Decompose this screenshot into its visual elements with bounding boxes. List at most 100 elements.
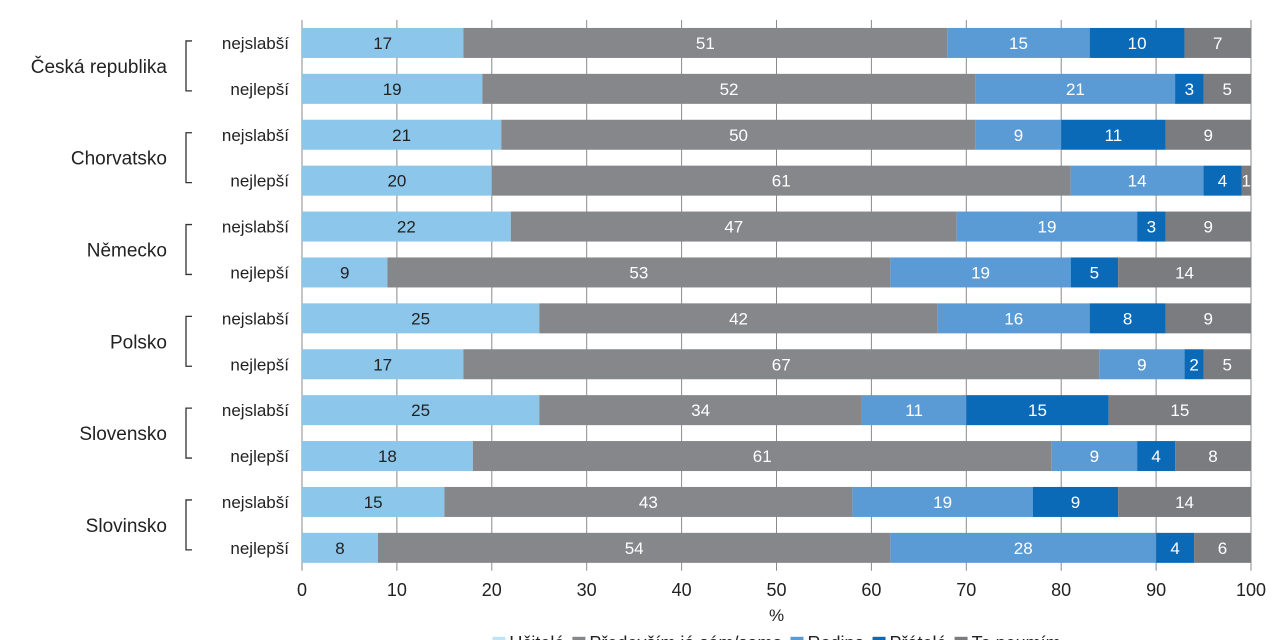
bar-segment xyxy=(501,119,976,150)
data-label: 47 xyxy=(724,218,743,237)
data-label: 17 xyxy=(373,34,392,53)
x-tick-label: 80 xyxy=(1051,580,1071,600)
data-label: 17 xyxy=(373,355,392,374)
x-tick-label: 30 xyxy=(577,580,597,600)
country-label: Slovinsko xyxy=(86,516,167,537)
bar-segment xyxy=(387,257,891,288)
data-label: 15 xyxy=(1009,34,1028,53)
data-label: 9 xyxy=(1071,493,1080,512)
bar-segment xyxy=(890,257,1071,288)
country-label: Česká republika xyxy=(31,56,168,78)
data-label: 67 xyxy=(772,355,791,374)
row-label: nejlepší xyxy=(230,172,289,191)
bar-segment xyxy=(1099,349,1185,380)
x-axis-title: % xyxy=(769,606,784,625)
data-label: 54 xyxy=(625,539,644,558)
legend-label: Učitelé xyxy=(509,633,564,640)
legend-label: Především já sám/sama xyxy=(589,633,783,640)
data-label: 61 xyxy=(772,172,791,191)
row-label: nejlepší xyxy=(230,80,289,99)
legend-label: To neumím xyxy=(972,633,1061,640)
bar-segment xyxy=(302,165,492,196)
bar-segment xyxy=(1070,257,1119,288)
data-label: 8 xyxy=(1123,309,1132,328)
bar-segment xyxy=(302,27,464,58)
data-label: 3 xyxy=(1147,218,1156,237)
bar-segment xyxy=(890,532,1157,563)
data-label: 16 xyxy=(1004,309,1023,328)
bar-segment xyxy=(463,27,948,58)
x-tick-label: 20 xyxy=(482,580,502,600)
bar-segment xyxy=(852,486,1033,517)
data-label: 53 xyxy=(629,263,648,282)
data-label: 9 xyxy=(1204,126,1213,145)
data-label: 9 xyxy=(340,263,349,282)
data-label: 9 xyxy=(1204,309,1213,328)
bar-segment xyxy=(302,303,540,334)
x-tick-label: 70 xyxy=(956,580,976,600)
bar-segment xyxy=(302,532,378,563)
data-label: 51 xyxy=(696,34,715,53)
bar-segment xyxy=(1118,257,1251,288)
row-label: nejlepší xyxy=(230,447,289,466)
bar-segment xyxy=(1165,303,1251,334)
x-tick-label: 10 xyxy=(387,580,407,600)
data-label: 43 xyxy=(639,493,658,512)
bar-segment xyxy=(1165,119,1251,150)
data-label: 9 xyxy=(1090,447,1099,466)
data-label: 14 xyxy=(1175,263,1194,282)
legend-swatch xyxy=(872,636,886,640)
bar-segment xyxy=(482,73,976,104)
data-label: 19 xyxy=(971,263,990,282)
row-label: nejlepší xyxy=(230,539,289,558)
bar-segment xyxy=(1203,165,1242,196)
bar-segment xyxy=(302,349,464,380)
data-label: 11 xyxy=(1105,126,1123,145)
data-label: 18 xyxy=(378,447,397,466)
legend-label: Přátelé xyxy=(890,633,947,640)
data-label: 3 xyxy=(1185,80,1194,99)
data-label: 50 xyxy=(729,126,748,145)
bar-segment xyxy=(491,165,1071,196)
data-label: 21 xyxy=(1066,80,1085,99)
row-label: nejslabší xyxy=(222,493,289,512)
data-label: 8 xyxy=(335,539,344,558)
legend-swatch xyxy=(954,636,968,640)
bar-segment xyxy=(1165,211,1251,242)
legend-label: Rodina xyxy=(807,633,865,640)
bar-segment xyxy=(1089,303,1166,334)
data-label: 14 xyxy=(1175,493,1194,512)
bar-segment xyxy=(1118,486,1251,517)
data-label: 5 xyxy=(1090,263,1099,282)
bar-segment xyxy=(302,73,483,104)
bar-segment xyxy=(1137,441,1176,472)
country-label: Slovensko xyxy=(79,424,167,445)
data-label: 52 xyxy=(720,80,739,99)
x-tick-label: 0 xyxy=(297,580,307,600)
data-label: 9 xyxy=(1014,126,1023,145)
data-label: 1 xyxy=(1242,172,1251,191)
data-label: 5 xyxy=(1223,80,1232,99)
x-tick-label: 100 xyxy=(1236,580,1266,600)
group-bracket xyxy=(185,499,192,551)
data-label: 4 xyxy=(1170,539,1179,558)
bar-segment xyxy=(463,349,1100,380)
data-label: 10 xyxy=(1128,34,1147,53)
data-label: 22 xyxy=(397,218,416,237)
data-label: 2 xyxy=(1189,355,1198,374)
bar-segment xyxy=(1137,211,1166,242)
x-tick-label: 60 xyxy=(861,580,881,600)
bar-segment xyxy=(1184,349,1204,380)
bar-segment xyxy=(1203,73,1251,104)
data-label: 7 xyxy=(1213,34,1222,53)
data-label: 15 xyxy=(1170,401,1189,420)
data-label: 6 xyxy=(1218,539,1227,558)
bar-segment xyxy=(539,395,862,426)
bar-segment xyxy=(1194,532,1251,563)
x-tick-label: 40 xyxy=(672,580,692,600)
bar-segment xyxy=(1241,165,1251,196)
data-label: 28 xyxy=(1014,539,1033,558)
bar-segment xyxy=(1032,486,1119,517)
